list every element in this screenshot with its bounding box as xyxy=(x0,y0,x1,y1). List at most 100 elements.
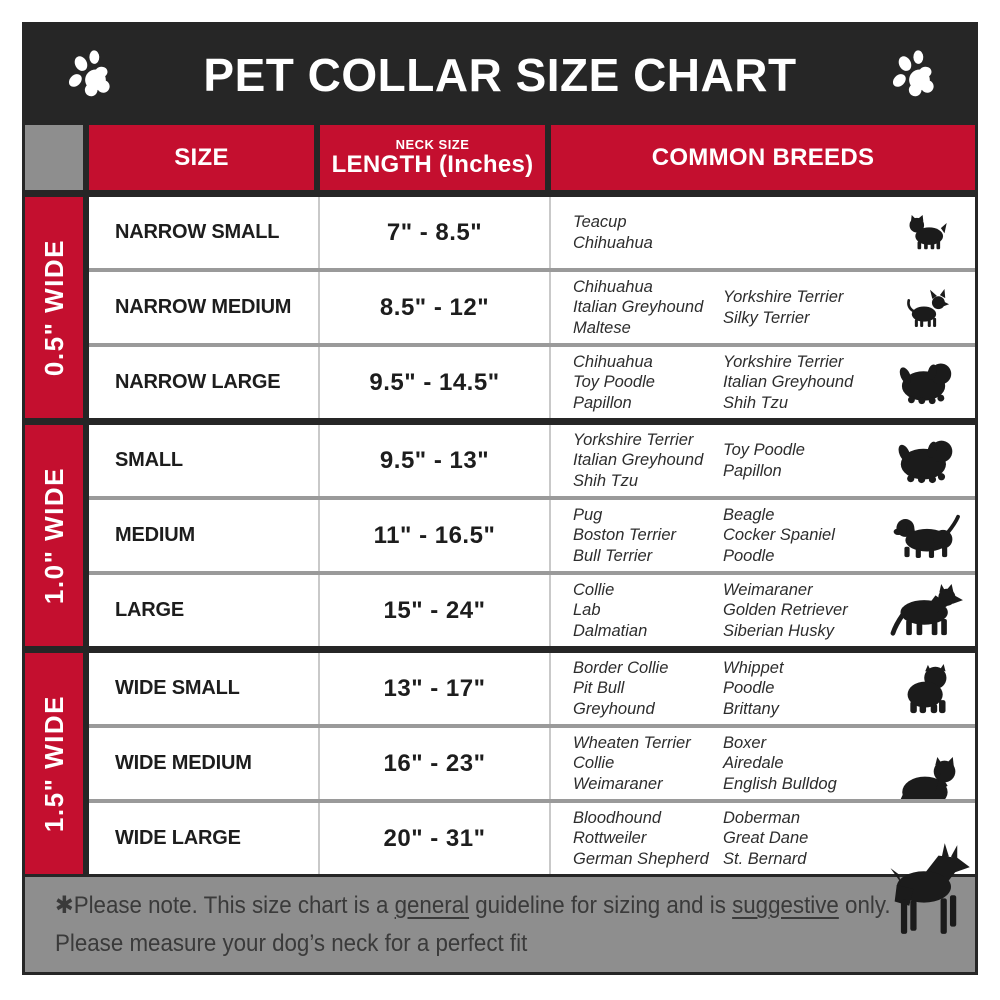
breed-name: Golden Retriever xyxy=(723,601,848,620)
column-header-size: SIZE xyxy=(89,125,314,190)
row-small: SMALL 9.5" - 13" Yorkshire Terrier Itali… xyxy=(89,425,975,496)
breeds-cell: Border Collie Pit Bull Greyhound Whippet… xyxy=(551,653,975,724)
breed-name: Collie xyxy=(573,580,615,599)
footer-note-line-2: Please measure your dog’s neck for a per… xyxy=(55,930,528,957)
breed-name: Boston Terrier xyxy=(573,526,677,545)
page-title: PET COLLAR SIZE CHART xyxy=(203,49,797,101)
row-wide-medium: WIDE MEDIUM 16" - 23" Wheaten Terrier Co… xyxy=(89,724,975,820)
width-group-column: 0.5" WIDE 1.0" WIDE 1.5" WIDE xyxy=(25,125,83,874)
row-narrow-large: NARROW LARGE 9.5" - 14.5" Chihuahua Toy … xyxy=(89,343,975,418)
width-group-label: 0.5" WIDE xyxy=(38,238,69,377)
breed-name: Siberian Husky xyxy=(723,621,834,640)
size-cell: WIDE MEDIUM xyxy=(89,728,320,799)
yorkie-icon xyxy=(879,215,975,250)
breed-name: Boxer xyxy=(723,733,767,752)
size-cell: WIDE SMALL xyxy=(89,653,320,724)
breed-name: Collie xyxy=(573,754,615,773)
paw-icon xyxy=(56,42,120,108)
breed-name: Toy Poodle xyxy=(723,441,805,459)
footer-note: ✱Please note. This size chart is a gener… xyxy=(25,877,975,972)
neck-size-cell: 20" - 31" xyxy=(320,803,551,874)
size-cell: LARGE xyxy=(89,575,320,646)
breeds-list-1: Chihuahua Italian Greyhound Maltese xyxy=(573,277,723,339)
breed-name: Shih Tzu xyxy=(573,471,639,490)
breed-name: Yorkshire Terrier xyxy=(573,430,694,449)
neck-size-cell: 13" - 17" xyxy=(320,653,551,724)
bulldog-icon xyxy=(879,663,975,714)
breed-name: Toy Poodle xyxy=(573,373,655,392)
width-group-0-5-wide: 0.5" WIDE xyxy=(25,197,83,418)
breed-name: Whippet xyxy=(723,658,784,677)
breed-name: German Shepherd xyxy=(573,849,709,868)
breeds-list-2: Doberman Great Dane St. Bernard xyxy=(723,808,879,870)
row-wide-small: WIDE SMALL 13" - 17" Border Collie Pit B… xyxy=(89,653,975,724)
neck-size-cell: 9.5" - 13" xyxy=(320,425,551,496)
breed-name: Teacup xyxy=(573,213,627,231)
neck-size-cell: 11" - 16.5" xyxy=(320,500,551,571)
breeds-list-1: Pug Boston Terrier Bull Terrier xyxy=(573,505,723,567)
breeds-list-1: Collie Lab Dalmatian xyxy=(573,580,723,642)
neck-size-cell: 15" - 24" xyxy=(320,575,551,646)
breed-name: Bull Terrier xyxy=(573,546,653,565)
size-chart-table: 0.5" WIDE 1.0" WIDE 1.5" WIDE SIZE NECK … xyxy=(25,125,975,934)
size-cell: MEDIUM xyxy=(89,500,320,571)
breed-name: Pit Bull xyxy=(573,679,625,698)
breed-name: Poodle xyxy=(723,679,775,698)
breeds-list-1: Wheaten Terrier Collie Weimaraner xyxy=(573,733,723,795)
breeds-cell: Wheaten Terrier Collie Weimaraner Boxer … xyxy=(551,728,975,820)
breed-name: Rottweiler xyxy=(573,829,647,848)
breed-name: Chihuahua xyxy=(573,233,653,252)
size-cell: SMALL xyxy=(89,425,320,496)
corner-cell xyxy=(25,125,83,190)
breed-name: Italian Greyhound xyxy=(573,451,704,470)
breed-name: Maltese xyxy=(573,318,631,337)
breeds-cell: Teacup Chihuahua xyxy=(551,197,975,268)
width-group-label: 1.5" WIDE xyxy=(38,694,69,833)
breed-name: Yorkshire Terrier xyxy=(723,352,844,371)
neck-size-cell: 16" - 23" xyxy=(320,728,551,799)
beagle-icon xyxy=(879,512,975,559)
breed-name: Brittany xyxy=(723,699,779,718)
size-cell: NARROW SMALL xyxy=(89,197,320,268)
breed-name: Italian Greyhound xyxy=(573,298,704,317)
breeds-list-1: Yorkshire Terrier Italian Greyhound Shih… xyxy=(573,430,723,492)
breed-name: Airedale xyxy=(723,754,784,773)
breeds-list-1: Bloodhound Rottweiler German Shepherd xyxy=(573,808,723,870)
breed-name: Greyhound xyxy=(573,699,655,718)
row-wide-large: WIDE LARGE 20" - 31" Bloodhound Rottweil… xyxy=(89,799,975,934)
note-text: only. xyxy=(838,892,891,919)
breeds-list-1: Border Collie Pit Bull Greyhound xyxy=(573,658,723,720)
breed-name: Chihuahua xyxy=(573,277,653,296)
pekingese-icon xyxy=(879,360,975,405)
breeds-list-1: Chihuahua Toy Poodle Papillon xyxy=(573,352,723,414)
breed-name: Italian Greyhound xyxy=(723,373,854,392)
note-text: guideline for sizing and is xyxy=(469,892,733,919)
breeds-list-2: Yorkshire Terrier Silky Terrier xyxy=(723,287,879,328)
size-cell: NARROW LARGE xyxy=(89,347,320,418)
breed-name: Border Collie xyxy=(573,658,669,677)
breed-name: Bloodhound xyxy=(573,808,662,827)
breeds-cell: Bloodhound Rottweiler German Shepherd Do… xyxy=(551,803,975,934)
group-0-5-wide: NARROW SMALL 7" - 8.5" Teacup Chihuahua xyxy=(89,197,975,418)
chihuahua-icon xyxy=(879,288,975,327)
row-large: LARGE 15" - 24" Collie Lab Dalmatian Wei… xyxy=(89,571,975,646)
table-main: SIZE NECK SIZE LENGTH (Inches) COMMON BR… xyxy=(89,125,975,934)
note-underlined-word: suggestive xyxy=(732,892,839,919)
neck-size-cell: 9.5" - 14.5" xyxy=(320,347,551,418)
breed-name: Doberman xyxy=(723,808,801,827)
title-bar: PET COLLAR SIZE CHART xyxy=(25,25,975,125)
pekingese-icon xyxy=(879,437,975,484)
breed-name: Shih Tzu xyxy=(723,393,789,412)
breeds-list-2: Beagle Cocker Spaniel Poodle xyxy=(723,505,879,567)
breed-name: Wheaten Terrier xyxy=(573,733,691,752)
breed-name: Lab xyxy=(573,601,601,620)
breed-name: Weimaraner xyxy=(723,580,813,599)
breed-name: Silky Terrier xyxy=(723,308,810,327)
breeds-list-2: Weimaraner Golden Retriever Siberian Hus… xyxy=(723,580,879,642)
row-narrow-medium: NARROW MEDIUM 8.5" - 12" Chihuahua Itali… xyxy=(89,268,975,343)
breed-name: Poodle xyxy=(723,546,775,565)
size-cell: NARROW MEDIUM xyxy=(89,272,320,343)
row-narrow-small: NARROW SMALL 7" - 8.5" Teacup Chihuahua xyxy=(89,197,975,268)
breed-name: St. Bernard xyxy=(723,849,807,868)
column-header-neck: NECK SIZE LENGTH (Inches) xyxy=(320,125,545,190)
